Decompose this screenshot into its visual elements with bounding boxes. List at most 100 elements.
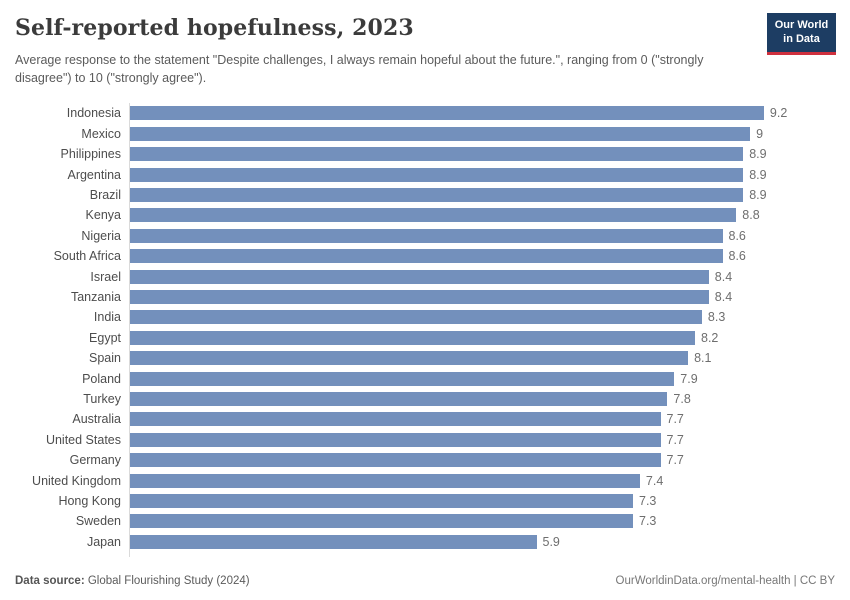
bar-area: 7.7 xyxy=(130,450,835,470)
bar-chart: Indonesia 9.2 Mexico 9 Philippines 8.9 Argenti… xyxy=(15,103,835,557)
bar[interactable] xyxy=(130,351,689,366)
bar-row: India 8.3 xyxy=(15,307,835,327)
value-label: 7.7 xyxy=(666,453,684,468)
country-label: Egypt xyxy=(89,330,121,345)
country-label: Kenya xyxy=(85,208,121,223)
bar[interactable] xyxy=(130,167,744,182)
bar-row: Mexico 9 xyxy=(15,124,835,144)
value-label: 8.1 xyxy=(694,351,712,366)
bar-row: Indonesia 9.2 xyxy=(15,103,835,123)
value-label: 8.4 xyxy=(714,269,733,284)
bar[interactable] xyxy=(130,432,661,447)
bar[interactable] xyxy=(130,188,744,203)
data-source-label: Data source: xyxy=(15,575,85,587)
bar[interactable] xyxy=(130,269,709,284)
chart-title: Self-reported hopefulness, 2023 xyxy=(15,15,414,41)
value-label: 7.7 xyxy=(666,412,684,427)
bar-row: United States 7.7 xyxy=(15,430,835,450)
value-label: 8.8 xyxy=(742,208,760,223)
bar[interactable] xyxy=(130,473,640,488)
bar-area: 7.8 xyxy=(130,389,835,409)
bar-area: 8.2 xyxy=(130,328,835,348)
country-label: India xyxy=(93,310,121,325)
country-label: Australia xyxy=(72,412,121,427)
country-label: Nigeria xyxy=(81,228,121,243)
bar-row: Israel 8.4 xyxy=(15,266,835,286)
bar[interactable] xyxy=(130,290,709,304)
value-label: 7.9 xyxy=(680,371,698,386)
value-label: 9 xyxy=(756,126,764,141)
chart-footer: Data source: Global Flourishing Study (2… xyxy=(15,575,835,587)
bar[interactable] xyxy=(130,391,668,406)
credit-link[interactable]: OurWorldinData.org/mental-health | CC BY xyxy=(615,575,835,587)
bar-row: Sweden 7.3 xyxy=(15,511,835,531)
bar-row: Turkey 7.8 xyxy=(15,389,835,409)
country-label: Tanzania xyxy=(70,290,121,304)
bar[interactable] xyxy=(130,371,675,386)
country-label: United States xyxy=(45,432,121,447)
value-label: 8.9 xyxy=(749,147,767,162)
bar-row: Kenya 8.8 xyxy=(15,205,835,225)
bar-row: Germany 7.7 xyxy=(15,450,835,470)
bar-row: Tanzania 8.4 xyxy=(15,287,835,307)
bar-area: 7.3 xyxy=(130,511,835,531)
bar[interactable] xyxy=(130,534,537,549)
bar[interactable] xyxy=(130,126,751,141)
country-label: Mexico xyxy=(81,126,121,141)
bar-row: Spain 8.1 xyxy=(15,348,835,368)
owid-logo-line2: in Data xyxy=(783,32,820,45)
bar[interactable] xyxy=(130,493,633,508)
country-label: Indonesia xyxy=(66,106,121,121)
bar[interactable] xyxy=(130,514,633,529)
bar[interactable] xyxy=(130,147,744,162)
bar-area: 7.7 xyxy=(130,409,835,429)
y-axis-line xyxy=(129,103,130,557)
country-label: Philippines xyxy=(60,147,121,162)
bar-row: Australia 7.7 xyxy=(15,409,835,429)
bar-area: 8.1 xyxy=(130,348,835,368)
country-label: Hong Kong xyxy=(58,493,121,508)
bar-area: 8.9 xyxy=(130,185,835,205)
bar[interactable] xyxy=(130,310,702,325)
country-label: Brazil xyxy=(89,188,121,203)
bar[interactable] xyxy=(130,106,764,121)
bar-row: Hong Kong 7.3 xyxy=(15,491,835,511)
value-label: 8.3 xyxy=(707,310,726,325)
owid-logo[interactable]: Our World in Data xyxy=(767,13,836,55)
data-source-value: Global Flourishing Study (2024) xyxy=(84,575,250,587)
bar-row: Nigeria 8.6 xyxy=(15,226,835,246)
bar-area: 8.9 xyxy=(130,144,835,164)
country-label: Spain xyxy=(89,351,121,366)
country-label: Poland xyxy=(82,371,121,386)
bar[interactable] xyxy=(130,208,737,223)
country-label: Argentina xyxy=(67,167,121,182)
value-label: 7.8 xyxy=(673,391,691,406)
bar-row: Egypt 8.2 xyxy=(15,328,835,348)
bar[interactable] xyxy=(130,249,723,264)
value-label: 8.6 xyxy=(728,228,746,243)
bar[interactable] xyxy=(130,330,695,345)
bar-area: 8.8 xyxy=(130,205,835,225)
bar-area: 8.4 xyxy=(130,287,835,307)
bar[interactable] xyxy=(130,228,723,243)
value-label: 8.4 xyxy=(714,290,733,304)
bar[interactable] xyxy=(130,453,661,468)
bar-area: 7.3 xyxy=(130,491,835,511)
bar-area: 9 xyxy=(130,124,835,144)
bar-area: 8.3 xyxy=(130,307,835,327)
bar-area: 7.4 xyxy=(130,470,835,490)
bar-row: Philippines 8.9 xyxy=(15,144,835,164)
value-label: 7.4 xyxy=(645,473,664,488)
value-label: 8.2 xyxy=(701,330,719,345)
bar-area: 8.4 xyxy=(130,266,835,286)
country-label: United Kingdom xyxy=(32,473,121,488)
country-label: Sweden xyxy=(75,514,121,529)
value-label: 7.3 xyxy=(639,514,657,529)
value-label: 8.9 xyxy=(749,188,767,203)
bar-area: 9.2 xyxy=(130,103,835,123)
bar-area: 7.9 xyxy=(130,368,835,388)
bar[interactable] xyxy=(130,412,661,427)
value-label: 7.3 xyxy=(639,493,657,508)
bar-row: South Africa 8.6 xyxy=(15,246,835,266)
